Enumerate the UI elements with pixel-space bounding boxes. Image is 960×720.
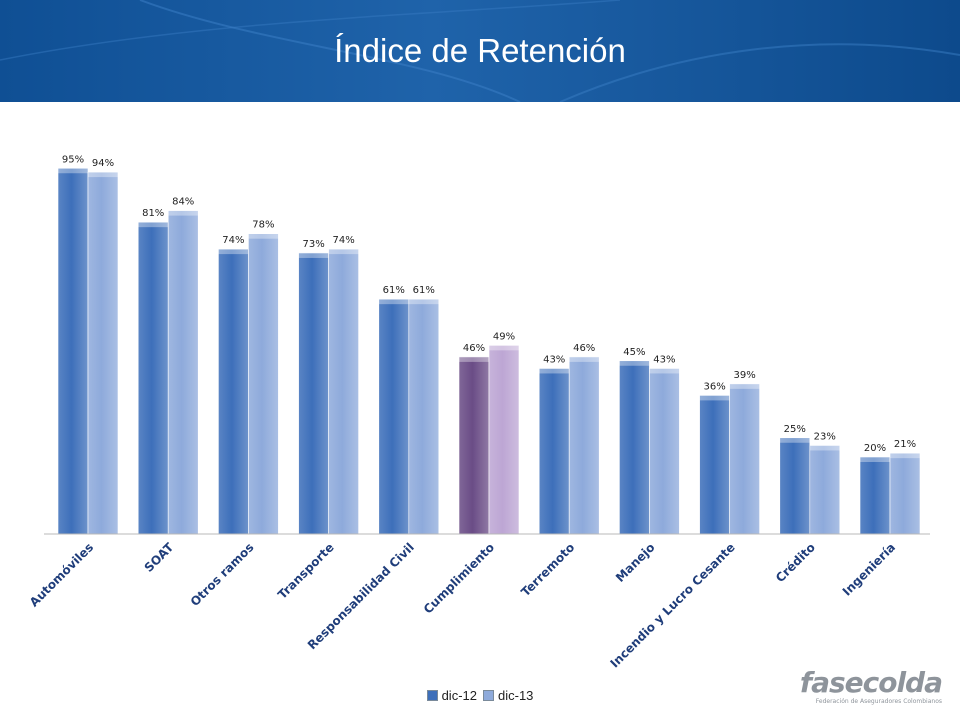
- value-labels-layer: 95% 94% 81% 84% 74% 78% 73% 74% 61% 61% 46% 49% 43% 4…: [62, 154, 916, 454]
- category-label-manejo: Manejo: [613, 540, 658, 585]
- bar-cap-credito-dic-12: [779, 437, 810, 443]
- bar-cap-automoviles-dic-13: [88, 172, 118, 178]
- bar-transporte-dic-13: [328, 248, 359, 535]
- value-label-terremoto-dic-12: 43%: [543, 354, 565, 365]
- bar-cumplimiento-dic-13: [488, 345, 520, 535]
- bar-cap-terremoto-dic-13: [569, 356, 600, 362]
- value-label-transporte-dic-13: 74%: [332, 235, 354, 246]
- value-label-otros-ramos-dic-13: 78%: [252, 220, 274, 231]
- bar-cap-credito-dic-13: [809, 445, 840, 451]
- bar-otros-ramos-dic-12: [218, 248, 249, 535]
- legend-label-dic-13: dic-13: [498, 688, 534, 703]
- legend-item-dic-12: dic-12: [426, 688, 477, 703]
- logo-tagline: Federación de Aseguradores Colombianos: [815, 698, 942, 705]
- category-label-otros-ramos: Otros ramos: [188, 540, 257, 609]
- value-label-cumplimiento-dic-12: 46%: [463, 343, 485, 354]
- bars-layer: [57, 167, 921, 535]
- page-title: Índice de Retención: [334, 32, 626, 69]
- header-banner: Índice de Retención: [0, 0, 960, 102]
- bar-automoviles-dic-13: [87, 171, 119, 535]
- bar-cap-manejo-dic-12: [619, 360, 650, 366]
- bar-automoviles-dic-12: [57, 167, 89, 535]
- bar-cap-soat-dic-13: [168, 210, 199, 216]
- bar-incendio-y-lucro-cesante-dic-13: [729, 383, 760, 535]
- value-label-incendio-y-lucro-cesante-dic-13: 39%: [733, 370, 755, 381]
- value-label-incendio-y-lucro-cesante-dic-12: 36%: [703, 381, 725, 392]
- bar-ingenieria-dic-12: [859, 456, 891, 535]
- bar-cumplimiento-dic-12: [458, 356, 490, 535]
- category-labels-layer: Automóviles SOAT Otros ramos TransporteResp…: [27, 540, 898, 671]
- bar-soat-dic-13: [167, 210, 199, 535]
- value-label-cumplimiento-dic-13: 49%: [493, 331, 515, 342]
- bar-soat-dic-12: [137, 221, 169, 535]
- bar-chart: 95% 94% 81% 84% 74% 78% 73% 74% 61% 61% 46% 49% 43% 4…: [27, 154, 930, 671]
- bar-cap-transporte-dic-13: [328, 249, 359, 255]
- bar-terremoto-dic-13: [568, 356, 600, 535]
- value-label-terremoto-dic-13: 46%: [573, 343, 595, 354]
- category-label-automoviles: Automóviles: [27, 540, 96, 609]
- bar-credito-dic-12: [779, 437, 811, 535]
- bar-cap-otros-ramos-dic-13: [248, 233, 279, 239]
- bar-cap-manejo-dic-13: [649, 368, 680, 374]
- category-label-credito: Crédito: [773, 540, 818, 585]
- bar-cap-transporte-dic-12: [298, 252, 329, 258]
- legend-swatch-dic-13: [483, 690, 494, 701]
- value-label-automoviles-dic-12: 95%: [62, 154, 84, 165]
- bar-responsabilidad-civil-dic-12: [378, 298, 410, 535]
- bar-cap-terremoto-dic-12: [539, 368, 570, 374]
- legend-item-dic-13: dic-13: [483, 688, 533, 703]
- value-label-transporte-dic-12: 73%: [302, 239, 324, 250]
- value-label-manejo-dic-13: 43%: [653, 354, 675, 365]
- value-label-responsabilidad-civil-dic-13: 61%: [413, 285, 435, 296]
- value-label-credito-dic-13: 23%: [814, 431, 836, 442]
- bar-cap-responsabilidad-civil-dic-12: [378, 299, 409, 305]
- value-label-ingenieria-dic-12: 20%: [864, 443, 886, 454]
- category-label-ingenieria: Ingeniería: [840, 540, 898, 598]
- bar-cap-responsabilidad-civil-dic-13: [408, 299, 439, 305]
- category-label-soat: SOAT: [142, 540, 177, 575]
- legend-label-dic-12: dic-12: [441, 688, 477, 703]
- bar-manejo-dic-12: [619, 360, 650, 535]
- category-label-cumplimiento: Cumplimiento: [421, 540, 497, 616]
- bar-cap-cumplimiento-dic-13: [489, 345, 519, 351]
- bar-cap-soat-dic-12: [138, 222, 169, 228]
- bar-cap-ingenieria-dic-12: [860, 457, 890, 462]
- bar-cap-otros-ramos-dic-12: [218, 249, 249, 255]
- bar-cap-incendio-y-lucro-cesante-dic-12: [699, 395, 730, 401]
- value-label-ingenieria-dic-13: 21%: [894, 439, 916, 450]
- bar-ingenieria-dic-13: [889, 452, 921, 535]
- chart-legend: dic-12 dic-13: [0, 688, 960, 703]
- value-label-automoviles-dic-13: 94%: [92, 158, 114, 169]
- value-label-manejo-dic-12: 45%: [623, 347, 645, 358]
- bar-responsabilidad-civil-dic-13: [408, 298, 440, 535]
- bar-credito-dic-13: [809, 445, 841, 535]
- bar-cap-cumplimiento-dic-12: [459, 356, 489, 362]
- legend-swatch-dic-12: [426, 690, 438, 701]
- fasecolda-logo: fasecolda Federación de Aseguradores Col…: [799, 666, 943, 706]
- value-label-responsabilidad-civil-dic-12: 61%: [383, 285, 405, 296]
- banner-swirl-decoration: [0, 0, 960, 102]
- bar-otros-ramos-dic-13: [248, 233, 279, 535]
- value-label-soat-dic-12: 81%: [142, 208, 164, 219]
- bar-cap-automoviles-dic-12: [58, 168, 88, 174]
- bar-terremoto-dic-12: [538, 368, 570, 535]
- bar-transporte-dic-12: [298, 252, 329, 535]
- value-label-soat-dic-13: 84%: [172, 197, 194, 208]
- logo-wordmark: fasecolda: [799, 666, 943, 699]
- value-label-otros-ramos-dic-12: 74%: [222, 235, 244, 246]
- value-label-credito-dic-12: 25%: [784, 424, 806, 435]
- bar-manejo-dic-13: [649, 368, 680, 535]
- category-label-transporte: Transporte: [275, 540, 337, 602]
- bar-incendio-y-lucro-cesante-dic-12: [699, 395, 730, 535]
- bar-cap-incendio-y-lucro-cesante-dic-13: [729, 383, 760, 389]
- bar-cap-ingenieria-dic-13: [890, 453, 920, 459]
- category-label-terremoto: Terremoto: [518, 540, 577, 599]
